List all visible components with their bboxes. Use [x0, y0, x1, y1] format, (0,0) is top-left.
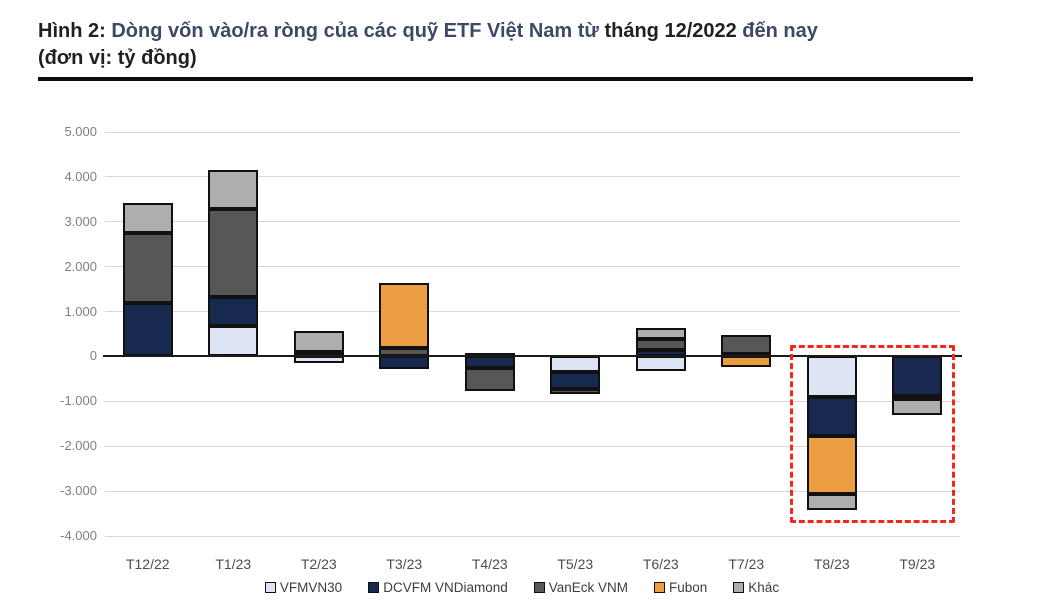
y-axis-tick-label: 3.000: [64, 213, 97, 229]
bar-segment-dcvfm-vndiamond-t3-23: [379, 356, 430, 369]
legend-swatch-vaneck-vnm: [533, 582, 545, 593]
title-underline: [38, 77, 973, 81]
y-axis-tick-label: -2.000: [60, 438, 97, 454]
legend-swatch-fubon: [654, 582, 666, 593]
figure-title-segment-0: Hình 2:: [38, 20, 112, 42]
gridline-4-000: [105, 176, 960, 178]
figure-title-segment-3: đến nay: [742, 20, 818, 42]
legend-item-vfmvn30: VFMVN30: [264, 580, 343, 595]
legend-label-dcvfm-vndiamond: DCVFM VNDiamond: [383, 580, 508, 595]
legend-swatch-dcvfm-vndiamond: [368, 582, 380, 593]
x-axis-label-t8-23: T8/23: [813, 556, 850, 572]
y-axis-tick-label: 2.000: [64, 258, 97, 274]
gridline-2-000: [105, 445, 960, 447]
bar-segment-kh-c-t9-23: [892, 398, 943, 415]
bar-segment-dcvfm-vndiamond-t8-23: [806, 396, 857, 437]
gridline-3-000: [105, 221, 960, 223]
y-axis-tick-label: 1.000: [64, 303, 97, 319]
figure-title-segment-4: (đơn vị: tỷ đồng): [38, 47, 197, 69]
gridline-1-000: [105, 311, 960, 313]
gridline-2-000: [105, 266, 960, 268]
gridline-4-000: [105, 535, 960, 537]
bar-segment-dcvfm-vndiamond-t9-23: [892, 356, 943, 396]
bar-segment-vfmvn30-t6-23: [635, 356, 686, 371]
legend-label-vaneck-vnm: VanEck VNM: [548, 580, 629, 595]
bar-segment-vaneck-vnm-t4-23: [464, 367, 515, 392]
x-axis-label-t9-23: T9/23: [899, 556, 936, 572]
x-axis-label-t7-23: T7/23: [728, 556, 765, 572]
bar-segment-vfmvn30-t5-23: [550, 356, 601, 373]
bar-segment-dcvfm-vndiamond-t1-23: [208, 296, 259, 327]
bar-segment-dcvfm-vndiamond-t6-23: [635, 350, 686, 357]
legend-item-vaneck-vnm: VanEck VNM: [533, 580, 629, 595]
legend-swatch-kh-c: [733, 582, 745, 593]
bar-segment-vfmvn30-t8-23: [806, 356, 857, 397]
bar-segment-kh-c-t8-23: [806, 494, 857, 511]
figure-title: Hình 2: Dòng vốn vào/ra ròng của các quỹ…: [38, 18, 978, 72]
bar-segment-vaneck-vnm-t12-22: [122, 233, 173, 303]
highlight-recent-outflows: [790, 344, 955, 523]
bar-segment-dcvfm-vndiamond-t5-23: [550, 372, 601, 389]
legend-label-fubon: Fubon: [669, 580, 708, 595]
legend-item-kh-c: Khác: [733, 580, 779, 595]
bar-segment-fubon-t3-23: [379, 282, 430, 348]
x-axis-label-t4-23: T4/23: [471, 556, 508, 572]
y-axis-tick-label: 5.000: [64, 124, 97, 139]
bar-segment-kh-c-t12-22: [122, 202, 173, 234]
y-axis-tick-label: 0: [89, 348, 97, 364]
figure-title-segment-2: tháng 12/2022: [604, 20, 743, 42]
bar-segment-vaneck-vnm-t6-23: [635, 338, 686, 351]
bar-segment-vfmvn30-t2-23: [293, 356, 344, 364]
x-axis-label-t2-23: T2/23: [300, 556, 337, 572]
x-axis-label-t1-23: T1/23: [215, 556, 252, 572]
gridline-1-000: [105, 400, 960, 402]
legend-item-fubon: Fubon: [654, 580, 707, 595]
bar-segment-fubon-t8-23: [806, 436, 857, 495]
y-axis-tick-label: -1.000: [60, 393, 97, 409]
x-axis-label-t6-23: T6/23: [642, 556, 679, 572]
chart-legend: VFMVN30 DCVFM VNDiamond VanEck VNM Fubon Khá…: [0, 580, 1044, 595]
bar-segment-vaneck-vnm-t5-23: [550, 388, 601, 394]
bar-segment-kh-c-t2-23: [293, 330, 344, 352]
x-axis-label-t3-23: T3/23: [386, 556, 423, 572]
legend-item-dcvfm-vndiamond: DCVFM VNDiamond: [368, 580, 508, 595]
bar-segment-vaneck-vnm-t7-23: [721, 334, 772, 354]
bar-segment-dcvfm-vndiamond-t12-22: [122, 303, 173, 357]
figure-title-segment-1: Dòng vốn vào/ra ròng của các quỹ ETF Việ…: [111, 20, 605, 42]
y-axis-tick-label: 4.000: [64, 168, 97, 184]
legend-label-kh-c: Khác: [748, 580, 780, 595]
y-axis-tick-label: -4.000: [60, 528, 97, 543]
y-axis-tick-label: -3.000: [60, 483, 97, 499]
legend-swatch-vfmvn30: [264, 582, 276, 593]
x-axis-label-t5-23: T5/23: [557, 556, 594, 572]
bar-segment-fubon-t7-23: [721, 356, 772, 367]
bar-segment-vaneck-vnm-t2-23: [293, 351, 344, 357]
gridline-3-000: [105, 490, 960, 492]
bar-segment-kh-c-t6-23: [635, 328, 686, 339]
x-axis-label-t12-22: T12/22: [125, 556, 170, 572]
bar-segment-vfmvn30-t1-23: [208, 326, 259, 357]
bar-segment-dcvfm-vndiamond-t4-23: [464, 356, 515, 368]
bar-segment-kh-c-t1-23: [208, 170, 259, 210]
gridline-5-000: [105, 131, 960, 133]
legend-label-vfmvn30: VFMVN30: [279, 580, 343, 595]
bar-segment-vaneck-vnm-t1-23: [208, 209, 259, 297]
x-axis-zero-line: [103, 355, 962, 358]
